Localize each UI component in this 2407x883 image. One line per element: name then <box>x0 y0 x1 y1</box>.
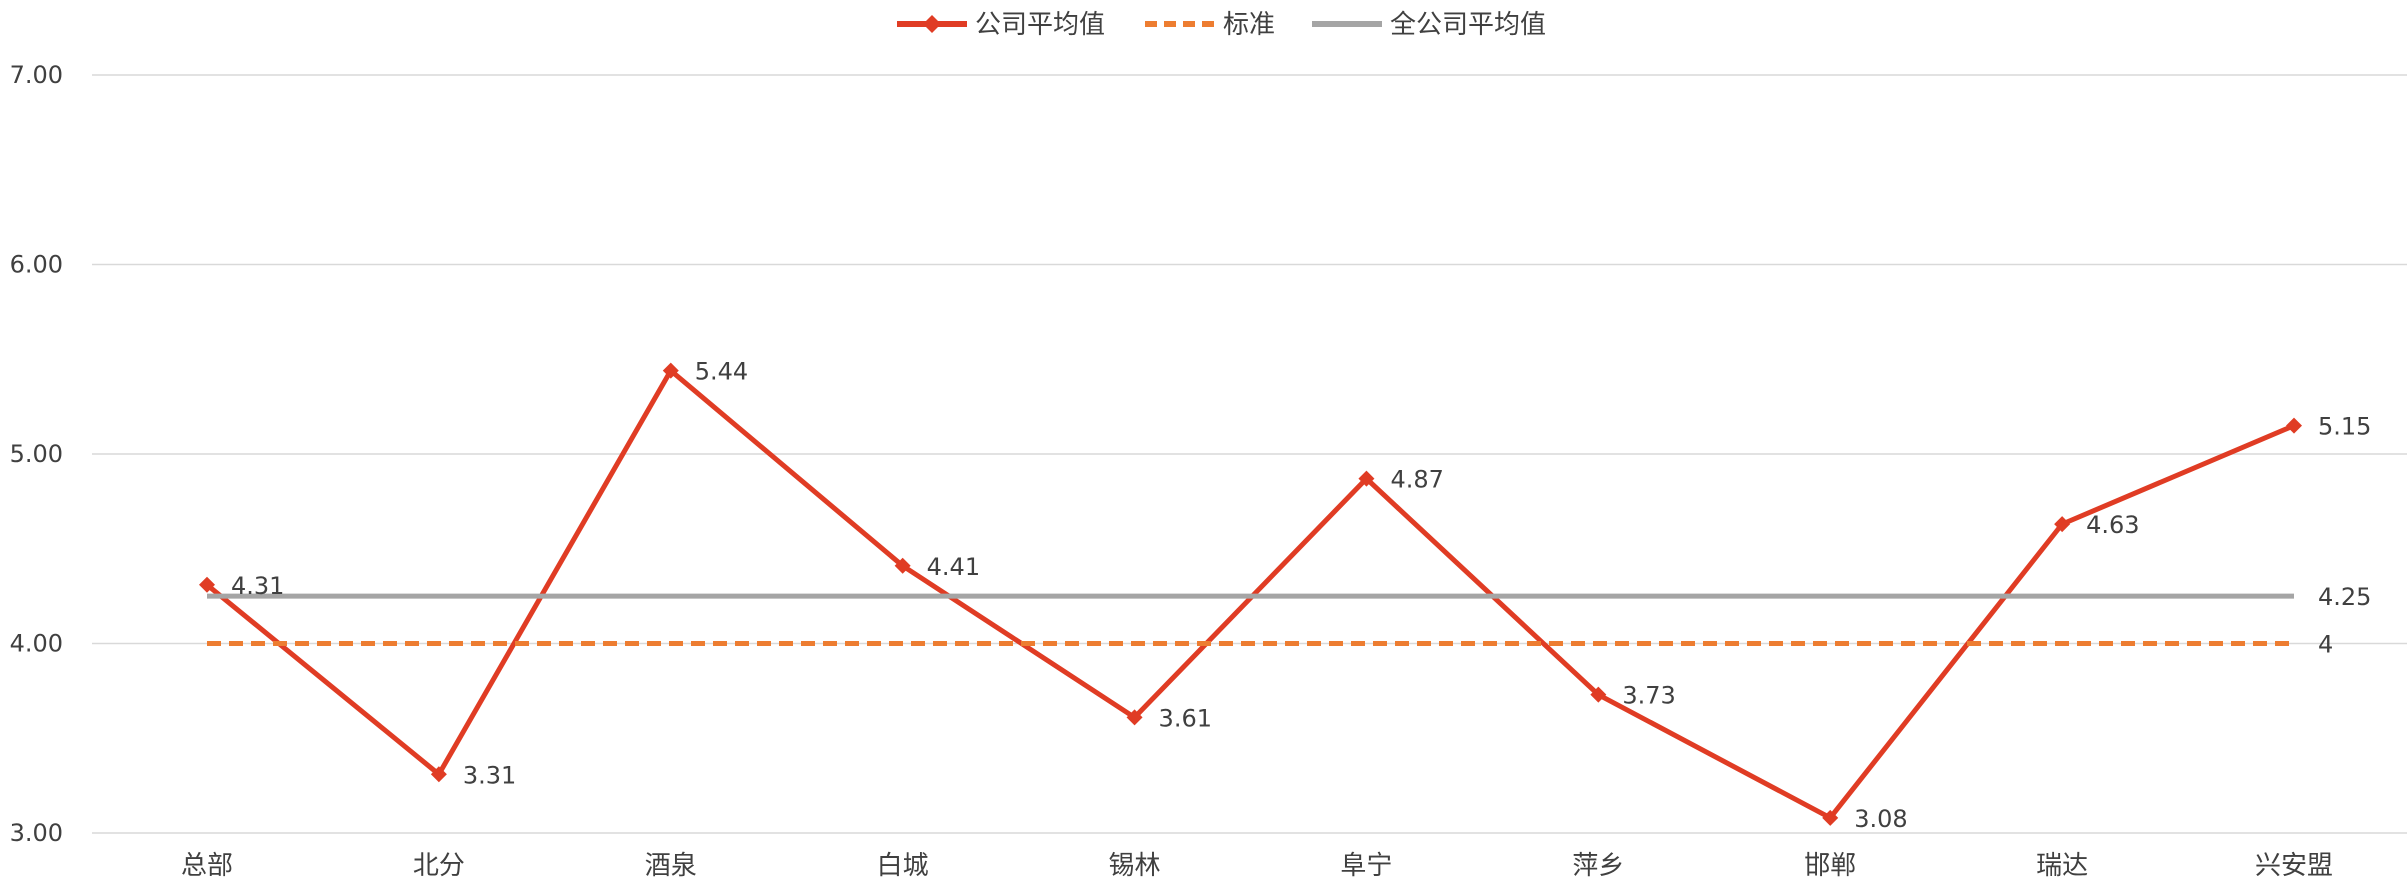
data-point-marker <box>2054 516 2071 533</box>
x-axis: 总部 北分 酒泉 白城 锡林 阜宁 萍乡 邯郸 瑞达 兴安盟 <box>181 851 2333 881</box>
data-label: 5.15 <box>2318 413 2371 441</box>
y-tick-label: 3.00 <box>10 819 63 847</box>
data-label: 3.61 <box>1159 704 1212 732</box>
data-label: 4.87 <box>1390 466 1443 494</box>
series-end-label: 4.25 <box>2318 583 2371 611</box>
data-point-marker <box>1822 809 1839 826</box>
x-tick-label: 兴安盟 <box>2255 851 2333 879</box>
data-label: 3.08 <box>1854 805 1907 833</box>
y-tick-label: 7.00 <box>10 61 63 89</box>
y-tick-label: 4.00 <box>10 630 63 658</box>
x-tick-label: 阜宁 <box>1340 851 1392 879</box>
data-label: 5.44 <box>695 358 748 386</box>
x-tick-label: 邯郸 <box>1804 851 1856 879</box>
data-label: 3.73 <box>1622 682 1675 710</box>
data-label: 4.41 <box>927 553 980 581</box>
data-labels: 4.31 3.31 5.44 4.41 3.61 4.87 3.73 3.08 4.63 5.15… <box>231 358 2371 833</box>
x-tick-label: 瑞达 <box>2036 851 2088 879</box>
legend: 公司平均值 标准 全公司平均值 <box>897 10 1546 40</box>
x-tick-label: 北分 <box>413 851 465 879</box>
data-label: 4.63 <box>2086 511 2139 539</box>
y-tick-label: 6.00 <box>10 251 63 279</box>
legend-label: 标准 <box>1223 10 1275 40</box>
data-label: 3.31 <box>463 761 516 789</box>
data-point-marker <box>1590 686 1607 703</box>
x-tick-label: 酒泉 <box>645 851 697 879</box>
y-axis: 3.00 4.00 5.00 6.00 7.00 <box>10 61 63 847</box>
data-label: 4.31 <box>231 572 284 600</box>
x-tick-label: 白城 <box>877 851 929 879</box>
data-point-marker <box>662 362 679 379</box>
series-end-label: 4 <box>2318 631 2333 659</box>
data-point-marker <box>2286 417 2302 434</box>
data-point-marker <box>1126 709 1143 726</box>
data-point-marker <box>430 766 447 783</box>
legend-label: 全公司平均值 <box>1390 10 1546 40</box>
x-tick-label: 萍乡 <box>1572 851 1624 879</box>
series-lines <box>199 362 2302 826</box>
legend-label: 公司平均值 <box>975 10 1105 40</box>
x-tick-label: 总部 <box>181 851 233 879</box>
x-tick-label: 锡林 <box>1109 851 1161 879</box>
data-point-marker <box>894 557 911 574</box>
gridlines <box>92 74 2407 834</box>
y-tick-label: 5.00 <box>10 440 63 468</box>
legend-marker <box>923 15 941 33</box>
data-point-marker <box>1358 470 1375 487</box>
data-point-marker <box>199 576 215 593</box>
